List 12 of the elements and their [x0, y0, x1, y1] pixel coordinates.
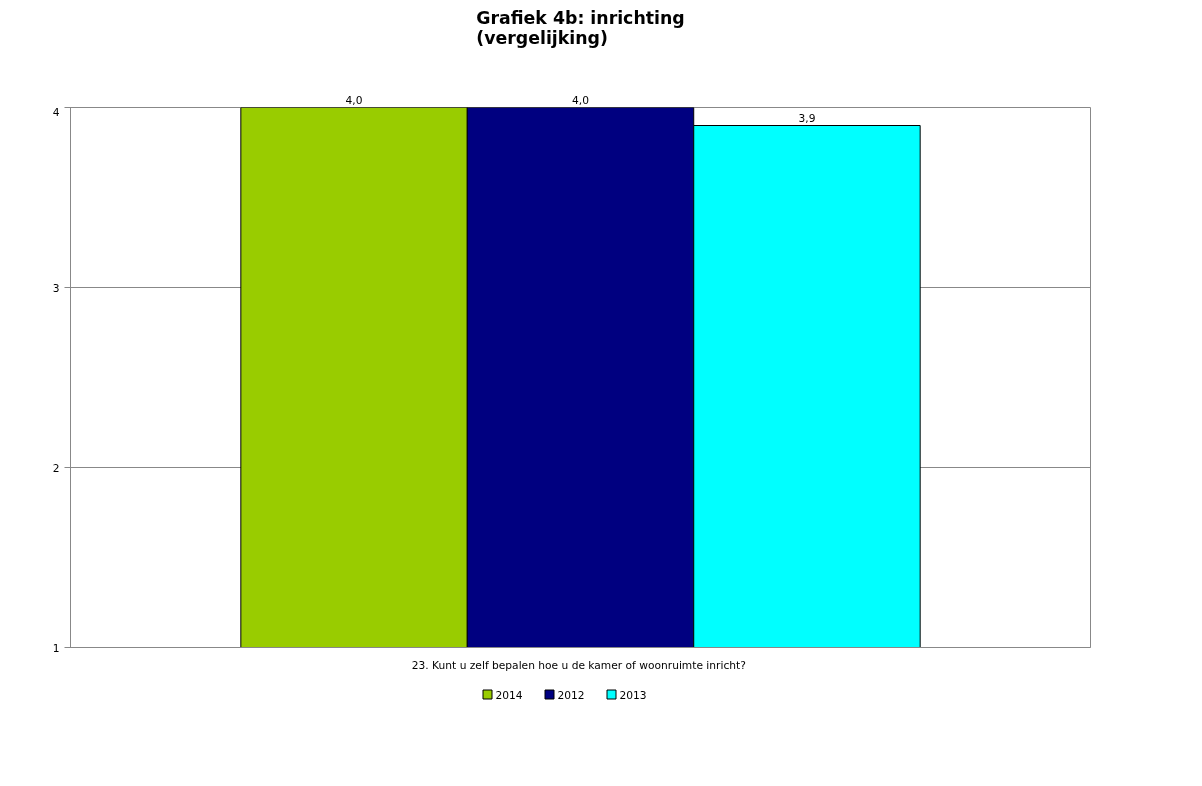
y-tick-label: 3 [52, 281, 60, 295]
legend-label: 2014 [495, 688, 523, 702]
data-label: 4,0 [345, 93, 363, 107]
chart-title: Grafiek 4b: inrichting (vergelijking) [476, 7, 685, 48]
y-tick-label: 4 [52, 105, 60, 119]
y-tick-label: 2 [52, 461, 60, 475]
data-label: 3,9 [798, 111, 816, 125]
legend-label: 2012 [557, 688, 585, 702]
y-tick-label: 1 [52, 641, 60, 655]
data-label: 4,0 [572, 93, 590, 107]
x-tick-label: 23. Kunt u zelf bepalen hoe u de kamer of woonruimte inricht? [411, 658, 746, 672]
legend-label: 2013 [619, 688, 647, 702]
